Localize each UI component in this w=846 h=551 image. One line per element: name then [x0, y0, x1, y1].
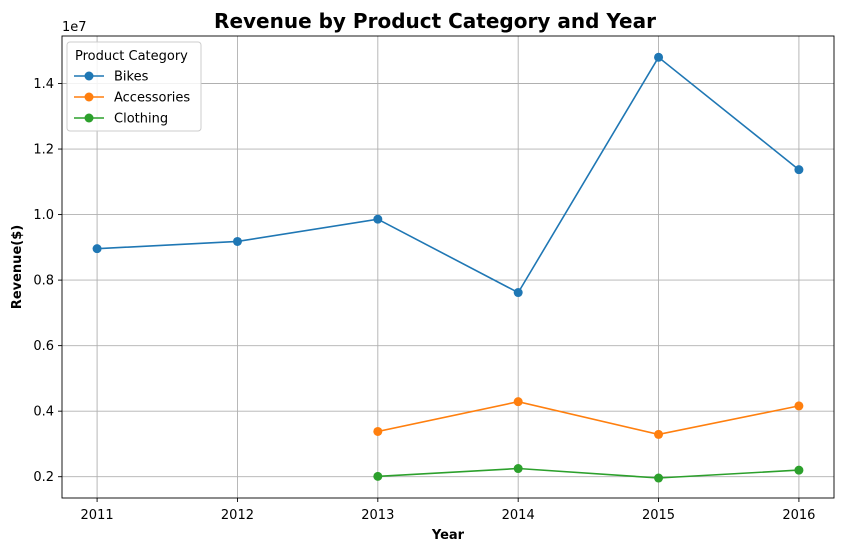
y-tick-label: 1.2	[33, 143, 54, 158]
data-point-clothing	[513, 464, 523, 474]
x-tick-label: 2013	[361, 508, 394, 523]
data-point-bikes	[513, 288, 523, 298]
legend-marker-bikes	[84, 71, 94, 81]
y-axis-label: Revenue($)	[10, 225, 25, 309]
y-tick-label: 0.2	[33, 470, 54, 485]
x-tick-label: 2016	[782, 508, 815, 523]
series-line-bikes	[97, 56, 800, 294]
legend-marker-clothing	[84, 113, 94, 123]
grid	[62, 36, 834, 498]
legend-title: Product Category	[75, 49, 188, 64]
x-tick-label: 2014	[502, 508, 535, 523]
y-tick-label: 0.4	[33, 405, 54, 420]
data-point-accessories	[794, 401, 804, 411]
series-line-clothing	[377, 467, 799, 479]
data-point-bikes	[373, 214, 383, 224]
y-axis-offset-label: 1e7	[62, 20, 87, 35]
data-point-accessories	[654, 429, 664, 439]
y-tick-label: 1.4	[33, 77, 54, 92]
legend-label-clothing: Clothing	[114, 112, 168, 127]
data-point-bikes	[794, 165, 804, 175]
x-tick-label: 2015	[642, 508, 675, 523]
legend-box	[66, 41, 202, 132]
x-axis-ticks: 2011 2012 2013 2014 2015 2016	[81, 498, 815, 523]
data-point-clothing	[794, 465, 804, 475]
data-point-clothing	[654, 473, 664, 483]
legend-label-accessories: Accessories	[114, 91, 190, 106]
y-tick-label: 0.6	[33, 339, 54, 354]
data-point-clothing	[373, 471, 383, 481]
data-point-bikes	[654, 52, 664, 62]
chart-title: Revenue by Product Category and Year	[214, 9, 656, 33]
y-axis-ticks: 0.2 0.4 0.6 0.8 1.0 1.2 1.4	[33, 77, 62, 485]
plot-area	[61, 35, 835, 499]
series-lines	[92, 52, 804, 483]
legend: Product Category Bikes Accessories Clothin…	[66, 41, 202, 132]
data-point-accessories	[373, 426, 383, 436]
data-point-bikes	[232, 236, 242, 246]
data-point-accessories	[513, 397, 523, 407]
x-axis-label: Year	[431, 528, 465, 543]
data-point-bikes	[92, 244, 102, 254]
legend-label-bikes: Bikes	[114, 70, 149, 85]
legend-entries: Bikes Accessories Clothing	[74, 70, 190, 127]
legend-marker-accessories	[84, 92, 94, 102]
x-tick-label: 2011	[81, 508, 114, 523]
x-tick-label: 2012	[221, 508, 254, 523]
y-tick-label: 1.0	[33, 208, 54, 223]
y-tick-label: 0.8	[33, 274, 54, 289]
series-line-accessories	[377, 400, 800, 436]
